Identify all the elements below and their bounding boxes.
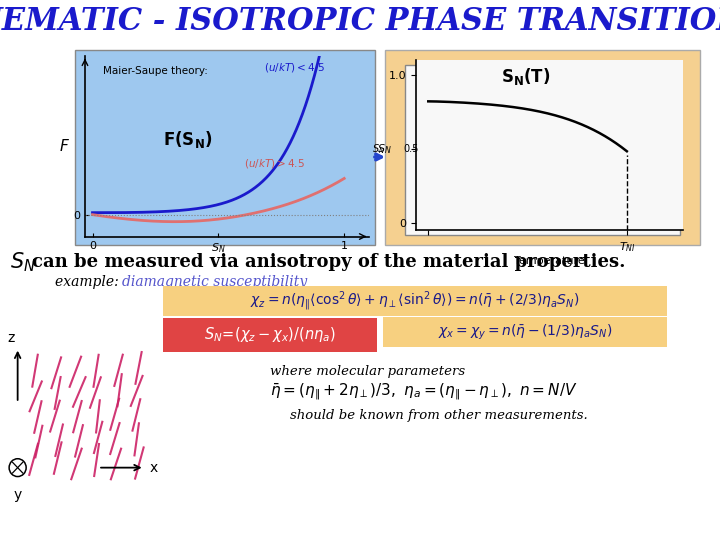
Text: x: x — [149, 461, 158, 475]
Text: diamagnetic susceptibility: diamagnetic susceptibility — [122, 275, 307, 289]
Text: NEMATIC - ISOTROPIC PHASE TRANSITION: NEMATIC - ISOTROPIC PHASE TRANSITION — [0, 6, 720, 37]
Text: 0.5: 0.5 — [403, 144, 418, 154]
Text: $\chi_z = n(\eta_{\|}\langle\cos^2\theta\rangle + \eta_{\perp}\langle\sin^2\thet: $\chi_z = n(\eta_{\|}\langle\cos^2\theta… — [250, 289, 580, 313]
Text: can be measured via anisotropy of the material properties.: can be measured via anisotropy of the ma… — [32, 253, 626, 271]
Text: where molecular parameters: where molecular parameters — [270, 366, 465, 379]
FancyBboxPatch shape — [163, 318, 377, 352]
Text: $(u/kT){<}4.5$: $(u/kT){<}4.5$ — [264, 61, 325, 74]
Text: $S_N$: $S_N$ — [10, 250, 36, 274]
FancyBboxPatch shape — [163, 286, 667, 316]
X-axis label: Temperature: Temperature — [514, 256, 585, 266]
Text: z: z — [8, 330, 15, 345]
Text: $S_N$: $S_N$ — [377, 142, 392, 156]
Text: Maier-Saupe theory:: Maier-Saupe theory: — [102, 65, 207, 76]
Text: should be known from other measurements.: should be known from other measurements. — [290, 408, 588, 422]
Text: example:: example: — [55, 275, 123, 289]
Text: y: y — [14, 488, 22, 502]
Text: $\bar{\eta}=(\eta_{\|}+2\eta_{\perp})/3,\ \eta_a = (\eta_{\|}-\eta_{\perp}),\ n{: $\bar{\eta}=(\eta_{\|}+2\eta_{\perp})/3,… — [270, 381, 577, 402]
Bar — [75, 50, 375, 245]
Text: $S_{N}$: $S_{N}$ — [372, 142, 384, 156]
Bar — [385, 50, 700, 245]
Bar — [405, 65, 680, 235]
Y-axis label: $F$: $F$ — [59, 138, 71, 154]
Text: $\mathbf{F(S_N)}$: $\mathbf{F(S_N)}$ — [163, 129, 212, 150]
Text: $S_N\!=\!(\chi_z-\chi_x)/(n\eta_a)$: $S_N\!=\!(\chi_z-\chi_x)/(n\eta_a)$ — [204, 326, 336, 345]
Text: $(u/kT){>}4.5$: $(u/kT){>}4.5$ — [243, 158, 305, 171]
FancyBboxPatch shape — [383, 317, 667, 347]
Text: $\chi_x = \chi_y = n(\bar{\eta}-(1/3)\eta_a S_N)$: $\chi_x = \chi_y = n(\bar{\eta}-(1/3)\et… — [438, 322, 612, 342]
Text: $\mathbf{S_N(T)}$: $\mathbf{S_N(T)}$ — [501, 66, 550, 87]
